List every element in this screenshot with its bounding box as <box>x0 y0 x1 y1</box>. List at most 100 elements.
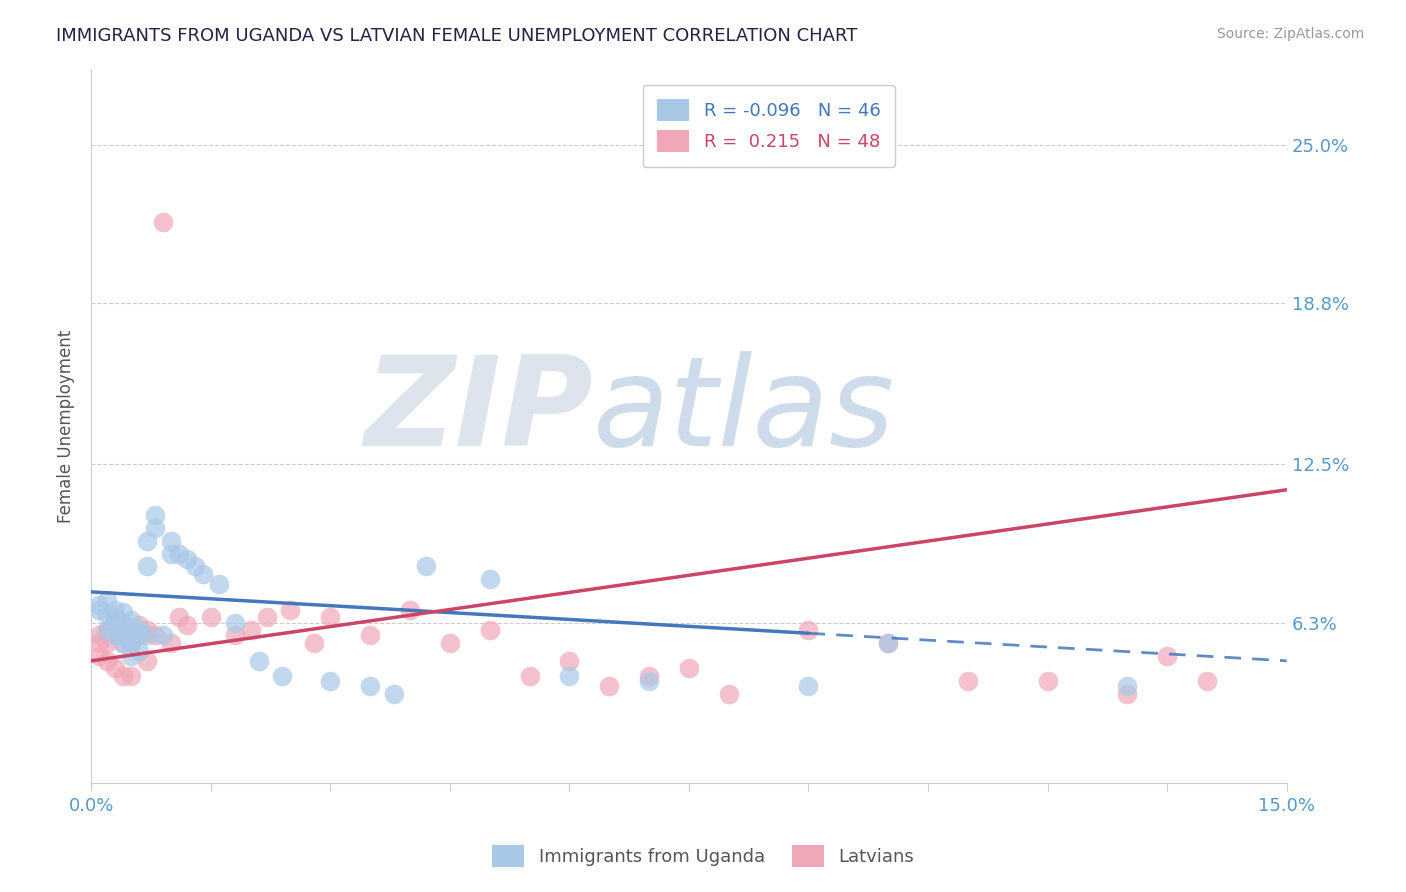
Point <box>120 636 142 650</box>
Point <box>136 623 159 637</box>
Point <box>382 687 405 701</box>
Point <box>136 654 159 668</box>
Point <box>112 605 135 619</box>
Point <box>797 623 820 637</box>
Point <box>224 628 246 642</box>
Point <box>439 636 461 650</box>
Point <box>167 610 190 624</box>
Point <box>176 618 198 632</box>
Point <box>104 610 127 624</box>
Point <box>143 628 166 642</box>
Point <box>96 607 118 622</box>
Point <box>104 661 127 675</box>
Point <box>120 648 142 663</box>
Point <box>136 533 159 548</box>
Point <box>128 628 150 642</box>
Point <box>638 669 661 683</box>
Point <box>87 636 110 650</box>
Point <box>415 559 437 574</box>
Point <box>96 623 118 637</box>
Point <box>519 669 541 683</box>
Point <box>87 603 110 617</box>
Point <box>96 592 118 607</box>
Point <box>120 669 142 683</box>
Point <box>1036 674 1059 689</box>
Point <box>176 551 198 566</box>
Point <box>1116 679 1139 693</box>
Point <box>120 623 142 637</box>
Point <box>96 636 118 650</box>
Point <box>112 618 135 632</box>
Point <box>112 636 135 650</box>
Legend: Immigrants from Uganda, Latvians: Immigrants from Uganda, Latvians <box>484 838 922 874</box>
Point <box>136 628 159 642</box>
Point <box>191 567 214 582</box>
Point <box>87 598 110 612</box>
Point <box>160 533 183 548</box>
Point <box>717 687 740 701</box>
Point <box>96 654 118 668</box>
Point <box>160 636 183 650</box>
Point <box>247 654 270 668</box>
Point <box>208 577 231 591</box>
Text: atlas: atlas <box>593 351 896 472</box>
Point <box>797 679 820 693</box>
Point <box>877 636 900 650</box>
Point <box>200 610 222 624</box>
Y-axis label: Female Unemployment: Female Unemployment <box>58 329 75 523</box>
Point <box>152 215 174 229</box>
Point <box>104 618 127 632</box>
Point <box>678 661 700 675</box>
Point <box>143 508 166 523</box>
Legend: R = -0.096   N = 46, R =  0.215   N = 48: R = -0.096 N = 46, R = 0.215 N = 48 <box>643 85 896 167</box>
Point <box>319 674 342 689</box>
Point <box>399 603 422 617</box>
Point <box>304 636 326 650</box>
Point <box>143 521 166 535</box>
Point <box>1195 674 1218 689</box>
Point <box>128 618 150 632</box>
Point <box>638 674 661 689</box>
Point <box>167 547 190 561</box>
Point <box>359 679 381 693</box>
Point <box>184 559 207 574</box>
Point <box>128 628 150 642</box>
Point <box>558 654 581 668</box>
Point <box>87 628 110 642</box>
Point <box>271 669 294 683</box>
Point <box>112 669 135 683</box>
Point <box>104 610 127 624</box>
Point <box>558 669 581 683</box>
Point <box>120 636 142 650</box>
Point <box>128 643 150 657</box>
Point <box>104 628 127 642</box>
Text: IMMIGRANTS FROM UGANDA VS LATVIAN FEMALE UNEMPLOYMENT CORRELATION CHART: IMMIGRANTS FROM UGANDA VS LATVIAN FEMALE… <box>56 27 858 45</box>
Point <box>478 572 501 586</box>
Point <box>136 559 159 574</box>
Point <box>280 603 302 617</box>
Point <box>1116 687 1139 701</box>
Point <box>877 636 900 650</box>
Point <box>239 623 262 637</box>
Point <box>120 623 142 637</box>
Point <box>478 623 501 637</box>
Point <box>128 623 150 637</box>
Point <box>112 628 135 642</box>
Point <box>1156 648 1178 663</box>
Point <box>112 636 135 650</box>
Point <box>256 610 278 624</box>
Point <box>956 674 979 689</box>
Text: ZIP: ZIP <box>364 351 593 472</box>
Point <box>359 628 381 642</box>
Point <box>87 648 110 663</box>
Point <box>120 613 142 627</box>
Point <box>224 615 246 630</box>
Point <box>160 547 183 561</box>
Point <box>319 610 342 624</box>
Point <box>104 603 127 617</box>
Point <box>104 628 127 642</box>
Point <box>96 623 118 637</box>
Text: Source: ZipAtlas.com: Source: ZipAtlas.com <box>1216 27 1364 41</box>
Point <box>152 628 174 642</box>
Point <box>112 615 135 630</box>
